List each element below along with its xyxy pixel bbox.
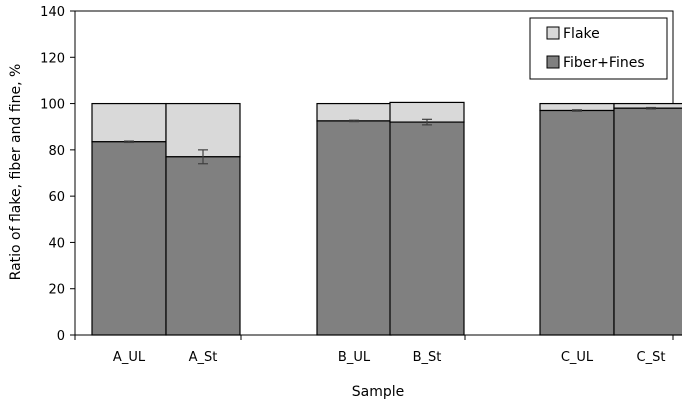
legend-label-flake: Flake bbox=[563, 26, 600, 42]
y-tick-label: 120 bbox=[40, 51, 65, 66]
bar-fiber-fines-C_UL bbox=[539, 109, 615, 336]
x-tick-label: C_St bbox=[637, 350, 666, 365]
legend-swatch-flake bbox=[546, 26, 560, 40]
bar-flake-A_UL bbox=[91, 102, 167, 143]
bar-fiber-fines-A_UL bbox=[91, 141, 167, 336]
y-tick-label: 100 bbox=[40, 98, 65, 113]
legend-label-fiber-fines: Fiber+Fines bbox=[563, 55, 645, 71]
y-axis: 0 20 40 60 80 100 120 140 bbox=[40, 5, 75, 344]
bar-fiber-fines-A_St bbox=[165, 156, 241, 336]
bars bbox=[91, 101, 682, 336]
legend: Flake Fiber+Fines bbox=[529, 17, 668, 80]
x-tick-label: A_UL bbox=[113, 350, 146, 365]
x-axis: A_UL A_St B_UL B_St C_UL C_St bbox=[74, 335, 674, 365]
y-tick-label: 20 bbox=[48, 283, 65, 298]
y-tick-label: 80 bbox=[48, 144, 65, 159]
legend-swatch-fiber-fines bbox=[546, 55, 560, 69]
y-tick-label: 60 bbox=[48, 190, 65, 205]
y-tick-label: 140 bbox=[40, 5, 65, 20]
bar-flake-B_UL bbox=[316, 102, 392, 122]
x-axis-title: Sample bbox=[352, 384, 405, 400]
x-tick-label: B_St bbox=[413, 350, 442, 365]
y-axis-title: Ratio of flake, fiber and fine, % bbox=[8, 64, 24, 281]
bar-flake-A_St bbox=[165, 102, 241, 158]
y-tick-label: 0 bbox=[57, 329, 65, 344]
x-tick-label: A_St bbox=[189, 350, 218, 365]
y-tick-label: 40 bbox=[48, 236, 65, 251]
bar-fiber-fines-C_St bbox=[613, 107, 682, 336]
bar-fiber-fines-B_UL bbox=[316, 120, 392, 336]
bar-fiber-fines-B_St bbox=[389, 121, 465, 336]
x-tick-label: B_UL bbox=[338, 350, 371, 365]
x-tick-label: C_UL bbox=[561, 350, 594, 365]
